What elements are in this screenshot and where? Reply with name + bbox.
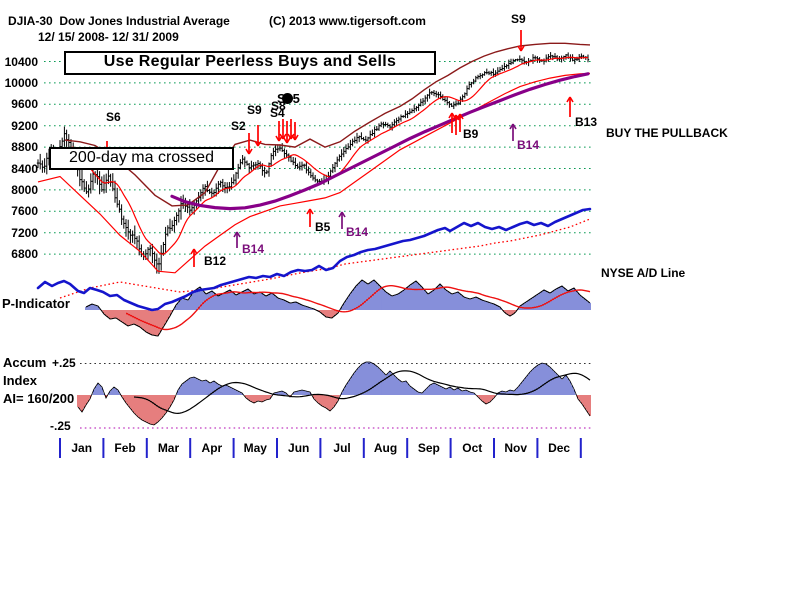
date-range: 12/ 15/ 2008- 12/ 31/ 2009 [38, 30, 179, 44]
signal-label-b14: B14 [346, 225, 369, 239]
signal-label-s5: S5 [277, 91, 307, 106]
price-axis-label: 8000 [11, 182, 38, 197]
signal-label-s9: S9 [247, 103, 262, 117]
month-label-jan: Jan [71, 441, 93, 455]
plus-25-label: +.25 [52, 356, 76, 370]
price-axis-label: 8400 [11, 161, 38, 176]
price-axis-label: 8800 [11, 140, 38, 155]
signal-label-s4: S4 [270, 106, 285, 120]
ma-crossed-box: 200-day ma crossed [49, 147, 234, 170]
price-axis-label: 7600 [11, 204, 38, 219]
price-axis-label: 10400 [4, 54, 38, 69]
price-axis-label: 9200 [11, 118, 38, 133]
signal-label-s2: S2 [231, 119, 246, 133]
signal-blob [282, 93, 293, 104]
signal-label-b14: B14 [517, 138, 540, 152]
price-axis-label: 6800 [11, 247, 38, 262]
month-label-aug: Aug [373, 441, 398, 455]
price-axis-label: 10000 [4, 75, 38, 90]
copyright-text: (C) 2013 www.tigersoft.com [269, 14, 426, 28]
price-axis-label: 9600 [11, 97, 38, 112]
month-label-oct: Oct [462, 441, 483, 455]
minus-25-label: -.25 [50, 419, 71, 433]
accum-label-1: Accum [3, 355, 47, 370]
month-label-mar: Mar [157, 441, 180, 455]
signal-label-b12: B12 [204, 254, 227, 268]
month-label-jun: Jun [288, 441, 310, 455]
accum-label-2: Index [3, 373, 37, 388]
accum-label-3: AI= 160/200 [3, 391, 75, 406]
banner-box: Use Regular Peerless Buys and Sells [64, 51, 436, 75]
month-label-may: May [243, 441, 267, 455]
signal-label-b9: B9 [463, 127, 479, 141]
signal-label-b5: B5 [315, 220, 331, 234]
signal-label-s9: S9 [511, 12, 526, 26]
month-label-dec: Dec [548, 441, 571, 455]
signal-label-b14: B14 [242, 242, 265, 256]
month-label-jul: Jul [333, 441, 351, 455]
signal-label-s8: S8 [271, 99, 286, 113]
month-label-apr: Apr [201, 441, 223, 455]
chart-title: DJIA-30 Dow Jones Industrial Average [8, 14, 230, 28]
buy-pullback-note: BUY THE PULLBACK [606, 126, 728, 140]
month-label-nov: Nov [504, 441, 528, 455]
price-axis-label: 7200 [11, 225, 38, 240]
nyse-ad-line-label: NYSE A/D Line [601, 266, 686, 280]
month-label-sep: Sep [417, 441, 440, 455]
month-label-feb: Feb [114, 441, 136, 455]
signal-label-s6: S6 [106, 110, 121, 124]
signal-label-b13: B13 [575, 115, 598, 129]
p-indicator-label: P-Indicator [2, 296, 70, 311]
